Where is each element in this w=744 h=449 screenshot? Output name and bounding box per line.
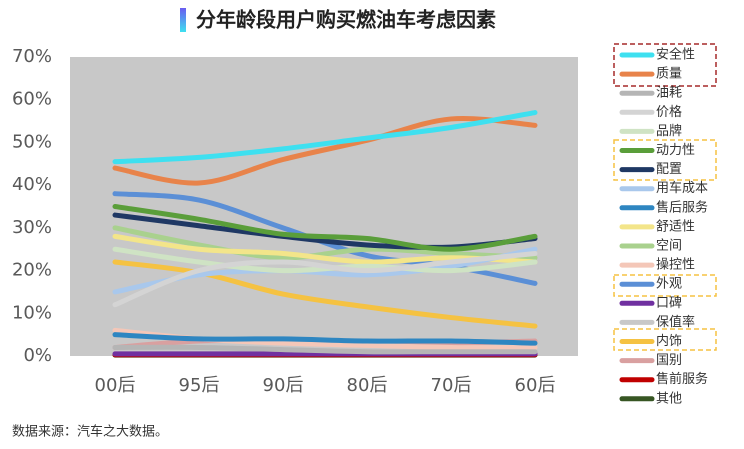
legend-label: 舒适性 [656,219,695,234]
y-tick-label: 10% [12,302,52,323]
x-tick-label: 90后 [263,375,304,396]
highlight-box [613,328,717,351]
legend-label: 国别 [656,353,682,368]
series-line [112,191,538,218]
y-tick-label: 40% [12,174,52,195]
title-icon [180,8,186,32]
legend-label: 内饰 [656,333,682,349]
legend-label: 空间 [656,239,682,254]
series-line [112,204,538,252]
legend-label: 质量 [656,67,682,82]
x-tick-label: 95后 [179,375,220,396]
series-line [112,225,538,261]
lines [112,110,538,358]
series-line [112,250,538,308]
legend-label: 其他 [656,391,682,406]
series-line [112,246,538,295]
legend-label: 动力性 [656,143,695,158]
legend-label: 保值率 [656,314,695,330]
chart-title: 分年龄段用户购买燃油车考虑因素 [196,8,496,32]
source-note: 数据来源：汽车之大数据。 [12,424,168,440]
legend-label: 售前服务 [656,371,708,387]
y-tick-label: 0% [23,345,52,366]
legend-label: 口碑 [656,295,682,311]
series-line [112,344,538,355]
plot-area [70,57,578,356]
x-tick-label: 70后 [431,375,472,396]
legend-label: 价格 [656,104,682,120]
legend-label: 操控性 [656,257,695,273]
legend-label: 品牌 [656,123,682,139]
legend-highlights [613,43,717,351]
x-tick-label: 60后 [515,375,556,396]
x-tick-label: 00后 [95,375,136,396]
highlight-box [613,274,717,297]
y-tick-label: 30% [12,217,52,238]
legend-label: 售后服务 [656,199,708,215]
series-line [112,110,538,165]
series-line [112,332,538,346]
y-tick-label: 50% [12,131,52,152]
y-tick-label: 20% [12,260,52,281]
legend-label: 外观 [656,277,682,292]
series-line [112,233,538,265]
y-tick-label: 60% [12,89,52,110]
legend-label: 配置 [656,162,682,177]
y-tick-label: 70% [12,46,52,67]
legend-label: 用车成本 [656,180,708,196]
x-tick-label: 80后 [347,375,388,396]
legend-label: 油耗 [656,86,682,101]
highlight-box [613,43,717,87]
highlight-box [613,139,717,181]
legend-label: 安全性 [656,47,695,63]
series-line [112,115,538,186]
